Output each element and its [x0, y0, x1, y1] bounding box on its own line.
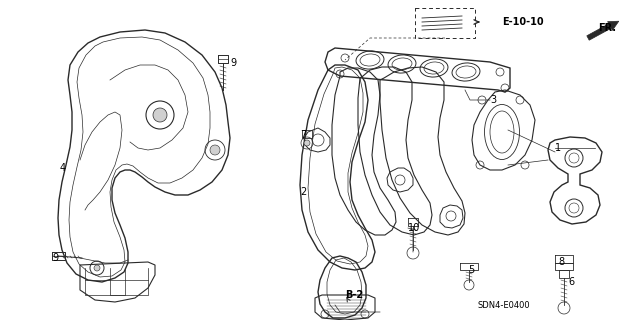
Text: 8: 8 — [558, 257, 564, 267]
Text: 5: 5 — [468, 265, 474, 275]
Bar — [415, 8, 475, 38]
Text: 9: 9 — [52, 253, 58, 263]
Circle shape — [304, 140, 310, 146]
Circle shape — [153, 108, 167, 122]
Text: E-10-10: E-10-10 — [502, 17, 543, 27]
Text: 9: 9 — [230, 58, 236, 68]
Text: SDN4-E0400: SDN4-E0400 — [478, 301, 531, 310]
Text: 4: 4 — [60, 163, 66, 173]
Text: FR.: FR. — [598, 23, 616, 33]
Circle shape — [210, 145, 220, 155]
Text: 3: 3 — [490, 95, 496, 105]
Circle shape — [94, 265, 100, 271]
Text: 1: 1 — [555, 143, 561, 153]
Text: 10: 10 — [408, 223, 420, 233]
Text: 2: 2 — [300, 187, 307, 197]
Text: B-2: B-2 — [345, 290, 363, 300]
Text: 6: 6 — [568, 277, 574, 287]
Text: 7: 7 — [300, 130, 307, 140]
FancyArrow shape — [587, 21, 619, 40]
